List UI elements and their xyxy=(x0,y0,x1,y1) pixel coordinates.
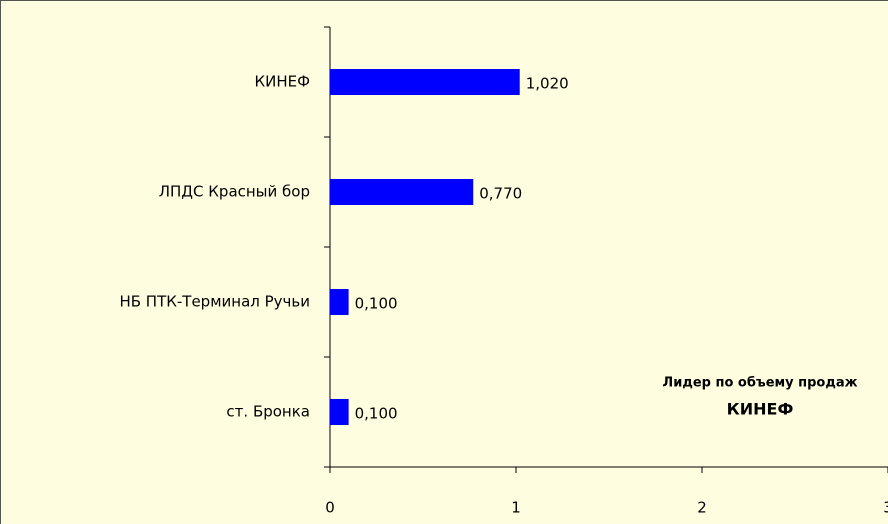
bar xyxy=(330,179,474,205)
bar xyxy=(330,69,520,95)
x-tick-label: 2 xyxy=(697,499,707,517)
annotation: Лидер по объему продаж xyxy=(662,376,857,391)
y-tick-label: ЛПДС Красный бор xyxy=(159,183,310,201)
y-tick-label: КИНЕФ xyxy=(254,73,310,91)
annotation: КИНЕФ xyxy=(727,400,794,419)
x-tick-label: 0 xyxy=(325,499,335,517)
value-label: 1,020 xyxy=(526,75,569,93)
x-tick-label: 1 xyxy=(511,499,521,517)
y-tick-label: ст. Бронка xyxy=(226,403,310,421)
x-tick-label: 3 xyxy=(883,499,888,517)
value-label: 0,770 xyxy=(479,185,522,203)
value-label: 0,100 xyxy=(355,405,398,423)
value-label: 0,100 xyxy=(355,295,398,313)
bar xyxy=(330,399,349,425)
bar xyxy=(330,289,349,315)
y-tick-label: НБ ПТК-Терминал Ручьи xyxy=(119,293,310,311)
